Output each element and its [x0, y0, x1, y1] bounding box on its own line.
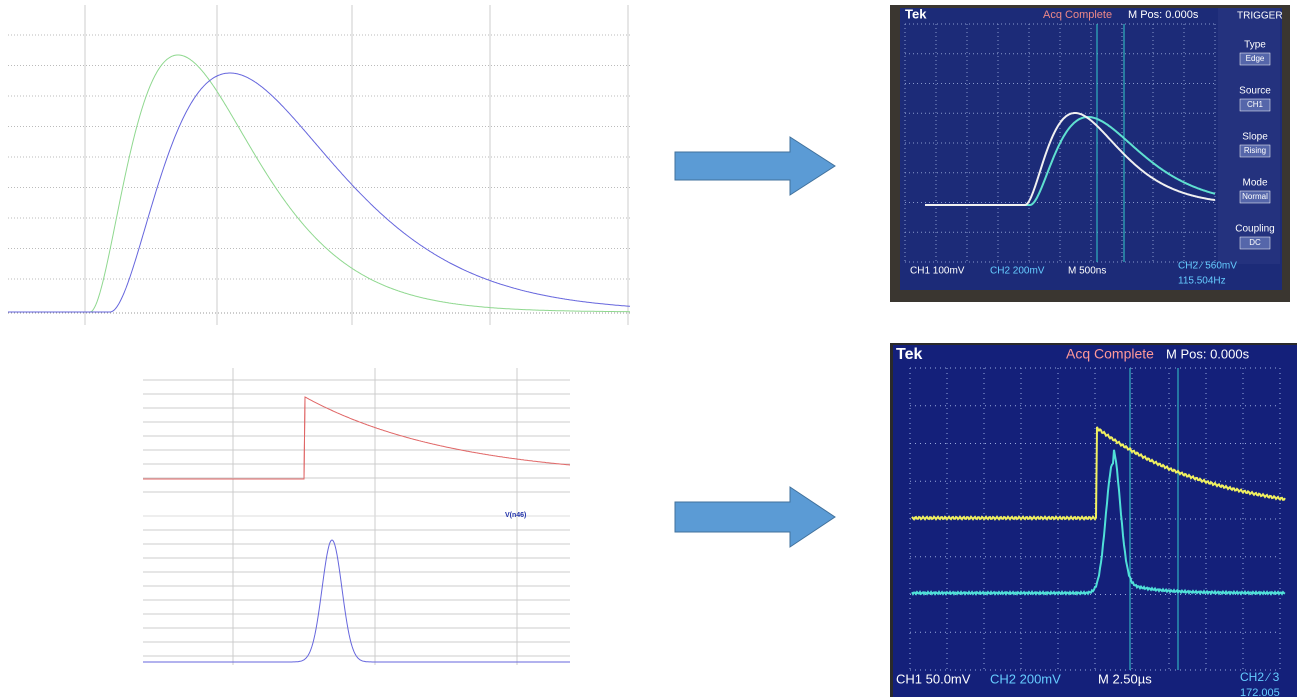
menu-value-box — [1239, 52, 1271, 66]
scope-ch1: CH1 100mV — [910, 266, 965, 277]
waveform — [303, 396, 306, 480]
waveform — [143, 539, 570, 663]
scope-ch1: CH1 50.0mV — [896, 671, 971, 686]
arrow — [674, 136, 836, 196]
trace-label: V(n46) — [505, 512, 526, 519]
menu-value-box — [1239, 236, 1271, 250]
waveform — [8, 54, 630, 313]
menu-value: Edge — [1246, 54, 1265, 63]
menu-label: Type — [1244, 40, 1266, 51]
waveform — [925, 112, 1216, 206]
waveform — [8, 72, 631, 313]
menu-title: TRIGGER — [1237, 11, 1283, 22]
scope-frequency: 115.504Hz — [1178, 276, 1226, 287]
menu-panel — [1218, 8, 1280, 264]
menu-label: Slope — [1242, 132, 1268, 143]
menu-value: Rising — [1244, 146, 1266, 155]
arrow — [674, 486, 836, 548]
menu-value: DC — [1249, 238, 1261, 247]
menu-value: Normal — [1242, 192, 1268, 201]
scope-trigger: CH2 ∕ 560mV — [1178, 261, 1237, 272]
waveform — [143, 396, 571, 480]
scope-screen — [893, 345, 1297, 697]
waveform — [911, 449, 1286, 596]
scope-status: Acq Complete — [1043, 9, 1112, 21]
menu-label: Coupling — [1235, 224, 1274, 235]
menu-value: CH1 — [1247, 100, 1264, 109]
scope-brand: Tek — [905, 6, 927, 21]
scope-ch2: CH2 200mV — [990, 671, 1061, 686]
scope-brand: Tek — [896, 346, 922, 363]
scope-ch2: CH2 200mV — [990, 266, 1045, 277]
scope-timebase: M 500ns — [1068, 266, 1106, 277]
menu-label: Source — [1239, 86, 1271, 97]
menu-value-box — [1239, 190, 1271, 204]
scope-position: M Pos: 0.000s — [1166, 346, 1250, 361]
scope-position: M Pos: 0.000s — [1128, 9, 1199, 21]
scope-trigger: CH2 ∕ 3 — [1240, 670, 1280, 684]
waveform — [911, 426, 1286, 521]
menu-value-box — [1239, 144, 1271, 158]
scope-status: Acq Complete — [1066, 346, 1154, 362]
scope-timebase: M 2.50µs — [1098, 671, 1152, 686]
menu-label: Mode — [1242, 178, 1267, 189]
menu-value-box — [1239, 98, 1271, 112]
scope-frequency: 172.005 — [1240, 687, 1280, 697]
